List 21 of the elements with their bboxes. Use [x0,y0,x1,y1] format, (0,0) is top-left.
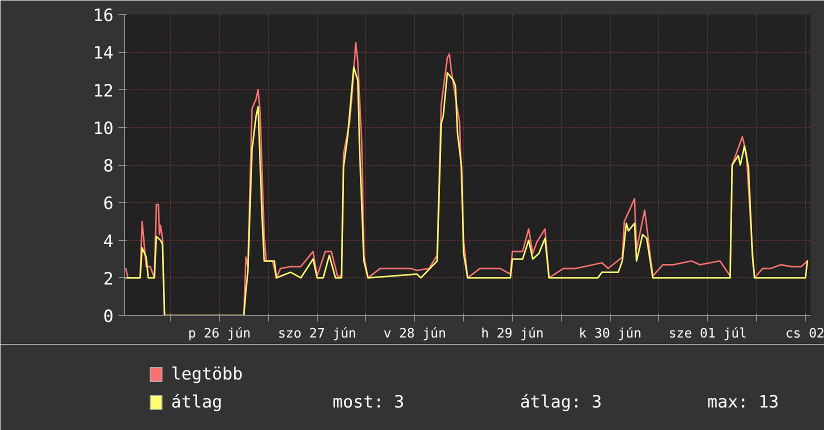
x-tick-label: h 29 jún [481,326,544,342]
x-tick-label: k 30 jún [578,326,642,342]
y-tick-label: 10 [93,118,114,139]
y-tick-label: 12 [93,81,114,102]
y-tick-label: 2 [103,269,114,290]
legend-label: átlag [171,392,222,412]
x-tick-label: p 26 jún [188,326,251,342]
x-tick-label: szo 27 jún [278,326,356,342]
legend-label: legtöbb [171,364,243,384]
x-tick-label: v 28 jún [383,326,446,342]
y-tick-label: 8 [103,156,114,176]
y-tick-label: 6 [103,194,114,214]
y-tick-label: 4 [103,232,114,252]
text: most: 3 [332,392,404,412]
text: átlag: 3 [520,392,602,412]
y-tick-label: 14 [93,44,114,64]
y-tick-label: 0 [103,307,114,327]
x-tick-label: cs 02 [785,326,824,342]
x-tick-label: sze 01 júl [668,326,747,342]
text: max: 13 [707,392,779,412]
y-tick-label: 16 [93,6,114,26]
